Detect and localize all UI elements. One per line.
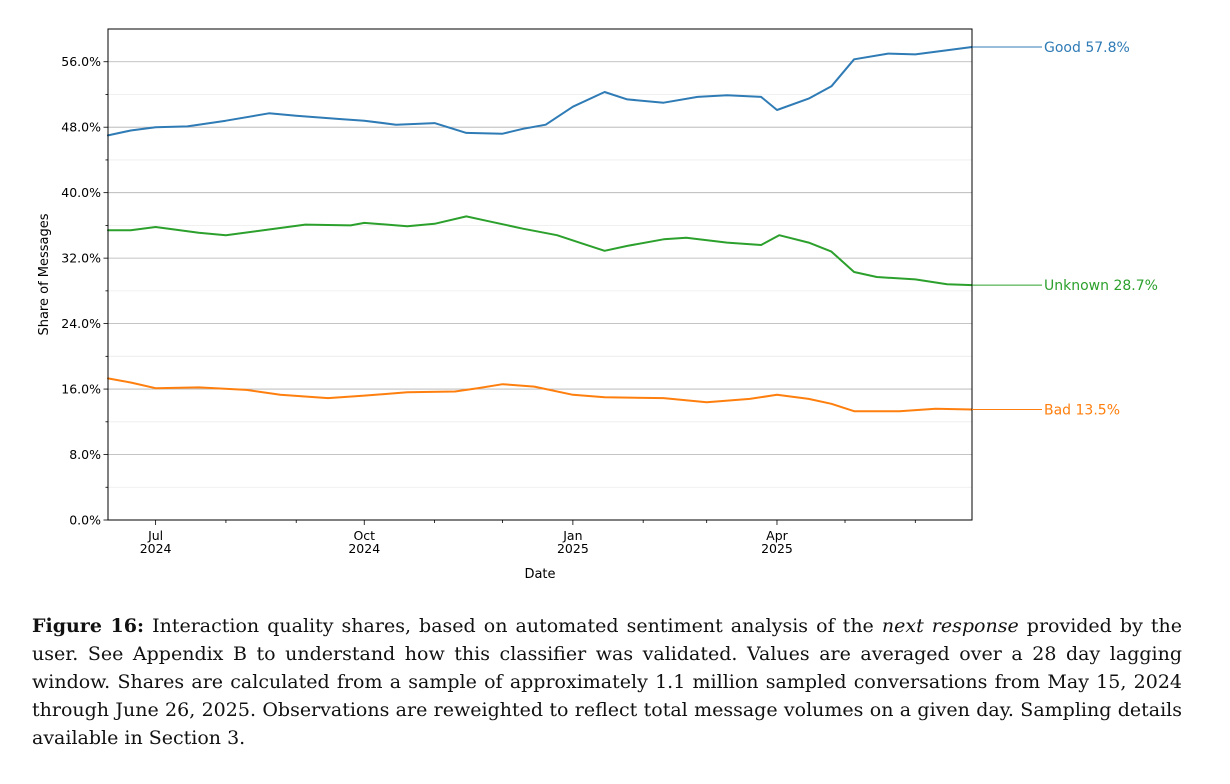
x-tick-label-year: 2024 — [348, 541, 380, 556]
series-line-good — [107, 46, 973, 137]
figure-label: Figure 16: — [32, 615, 145, 637]
x-tick-label-month: Jul — [147, 528, 163, 543]
x-tick-label-month: Jan — [562, 528, 582, 543]
caption-emphasis: next response — [881, 615, 1019, 637]
y-tick-label: 56.0% — [61, 54, 101, 69]
y-tick-label: 0.0% — [69, 513, 101, 528]
y-axis: 0.0% 8.0% 16.0% 24.0% 32.0% 40.0% 48.0% 56.0% — [61, 54, 108, 528]
y-tick-label: 24.0% — [61, 316, 101, 331]
x-axis-label: Date — [524, 567, 555, 582]
x-tick-label-month: Oct — [353, 528, 375, 543]
line-chart: 0.0% 8.0% 16.0% 24.0% 32.0% 40.0% 48.0% 56.0% J… — [37, 28, 1158, 582]
series-line-bad — [107, 377, 973, 413]
y-tick-label: 40.0% — [61, 185, 101, 200]
caption-text-after: provided by the user. See Appendix B to … — [32, 615, 1183, 749]
x-tick-label-year: 2024 — [140, 541, 172, 556]
y-tick-label: 48.0% — [61, 120, 101, 135]
caption-text-before: Interaction quality shares, based on aut… — [144, 615, 882, 637]
series-end-label-bad: Bad 13.5% — [1044, 403, 1120, 419]
series-lines — [107, 46, 973, 413]
y-tick-label: 16.0% — [61, 382, 101, 397]
plot-frame — [107, 28, 973, 521]
series-end-labels: Good 57.8% Unknown 28.7% Bad 13.5% — [972, 40, 1158, 419]
grid-lines — [108, 61, 972, 488]
x-tick-label-month: Apr — [766, 528, 788, 543]
series-end-label-unknown: Unknown 28.7% — [1044, 278, 1158, 294]
figure-caption: Figure 16: Interaction quality shares, b… — [32, 612, 1182, 752]
x-tick-label-year: 2025 — [557, 541, 589, 556]
x-tick-label-year: 2025 — [761, 541, 793, 556]
y-tick-label: 32.0% — [61, 251, 101, 266]
series-line-unknown — [107, 215, 973, 287]
y-axis-label: Share of Messages — [37, 213, 52, 335]
series-end-label-good: Good 57.8% — [1044, 40, 1130, 56]
y-tick-label: 8.0% — [69, 447, 101, 462]
